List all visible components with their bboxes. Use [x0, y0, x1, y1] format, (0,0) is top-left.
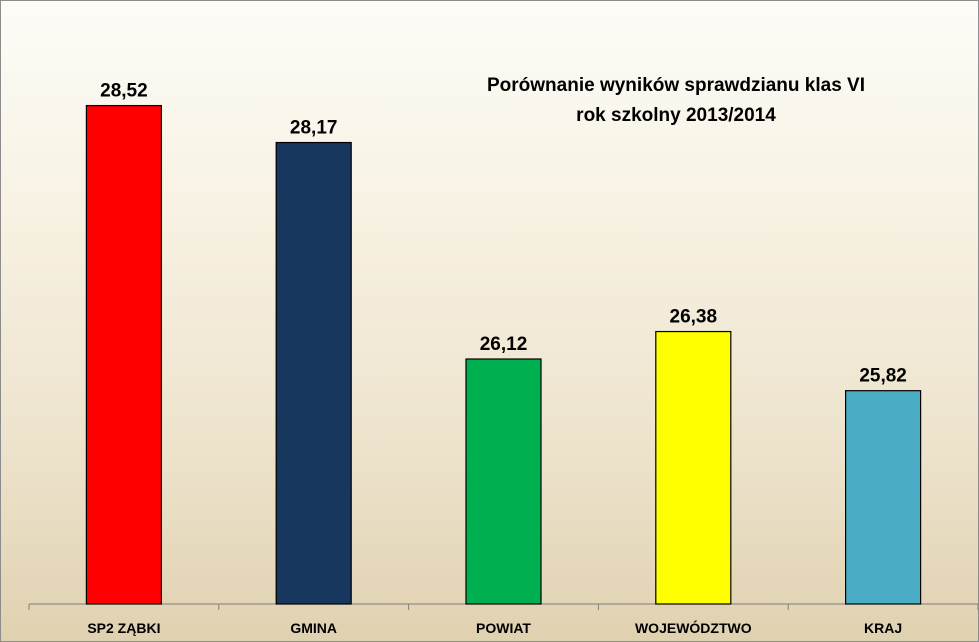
chart-title-line-1: Porównanie wyników sprawdzianu klas VI: [487, 75, 865, 96]
data-label-4: 26,38: [670, 307, 718, 328]
data-label-3: 26,12: [480, 334, 528, 355]
data-label-5: 25,82: [859, 366, 907, 387]
bar-2: [275, 141, 352, 605]
bar-5: [844, 390, 922, 605]
x-tick-label-3: POWIAT: [476, 620, 531, 636]
chart-title-line-2: rok szkolny 2013/2014: [576, 105, 776, 126]
x-tick-label-2: GMINA: [290, 620, 337, 636]
bar-3: [465, 358, 542, 605]
bar-1: [85, 104, 163, 605]
bar-4: [655, 330, 732, 605]
x-tick-label-4: WOJEWÓDZTWO: [635, 619, 752, 636]
data-label-2: 28,17: [290, 118, 338, 139]
x-tick-label-1: SP2 ZĄBKI: [87, 620, 160, 636]
data-label-1: 28,52: [100, 81, 148, 102]
x-tick-label-5: KRAJ: [864, 620, 902, 636]
chart-title: Porównanie wyników sprawdzianu klas VI r…: [421, 71, 931, 131]
